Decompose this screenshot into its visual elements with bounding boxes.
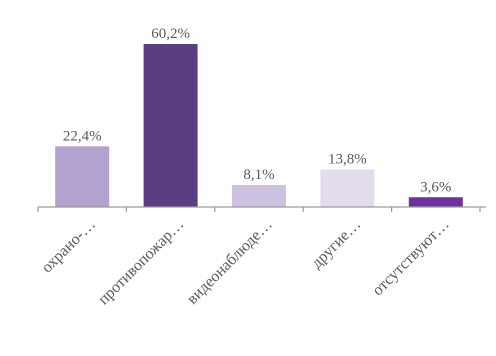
category-label: видеонаблюде… [184, 216, 276, 308]
x-ticks-layer [37, 207, 481, 212]
data-label: 60,2% [151, 26, 190, 42]
category-label: отсутствуют… [369, 216, 452, 299]
bar [143, 44, 198, 207]
data-labels-layer: 22,4% 60,2% 8,1% 13,8% 3,6% [63, 26, 452, 195]
bars-layer [55, 44, 463, 207]
data-label: 13,8% [328, 152, 367, 168]
category-labels-layer: охрано-…противопожар…видеонаблюде… другие… [39, 216, 453, 308]
data-label: 22,4% [63, 128, 102, 144]
category-label: другие… [308, 216, 364, 272]
category-label: охрано-… [39, 216, 100, 277]
bar [55, 146, 110, 207]
bar [232, 185, 286, 207]
bar [320, 169, 375, 207]
data-label: 3,6% [420, 179, 451, 195]
data-label: 8,1% [243, 167, 274, 183]
category-label: противопожар… [95, 216, 187, 308]
bar [408, 197, 463, 207]
